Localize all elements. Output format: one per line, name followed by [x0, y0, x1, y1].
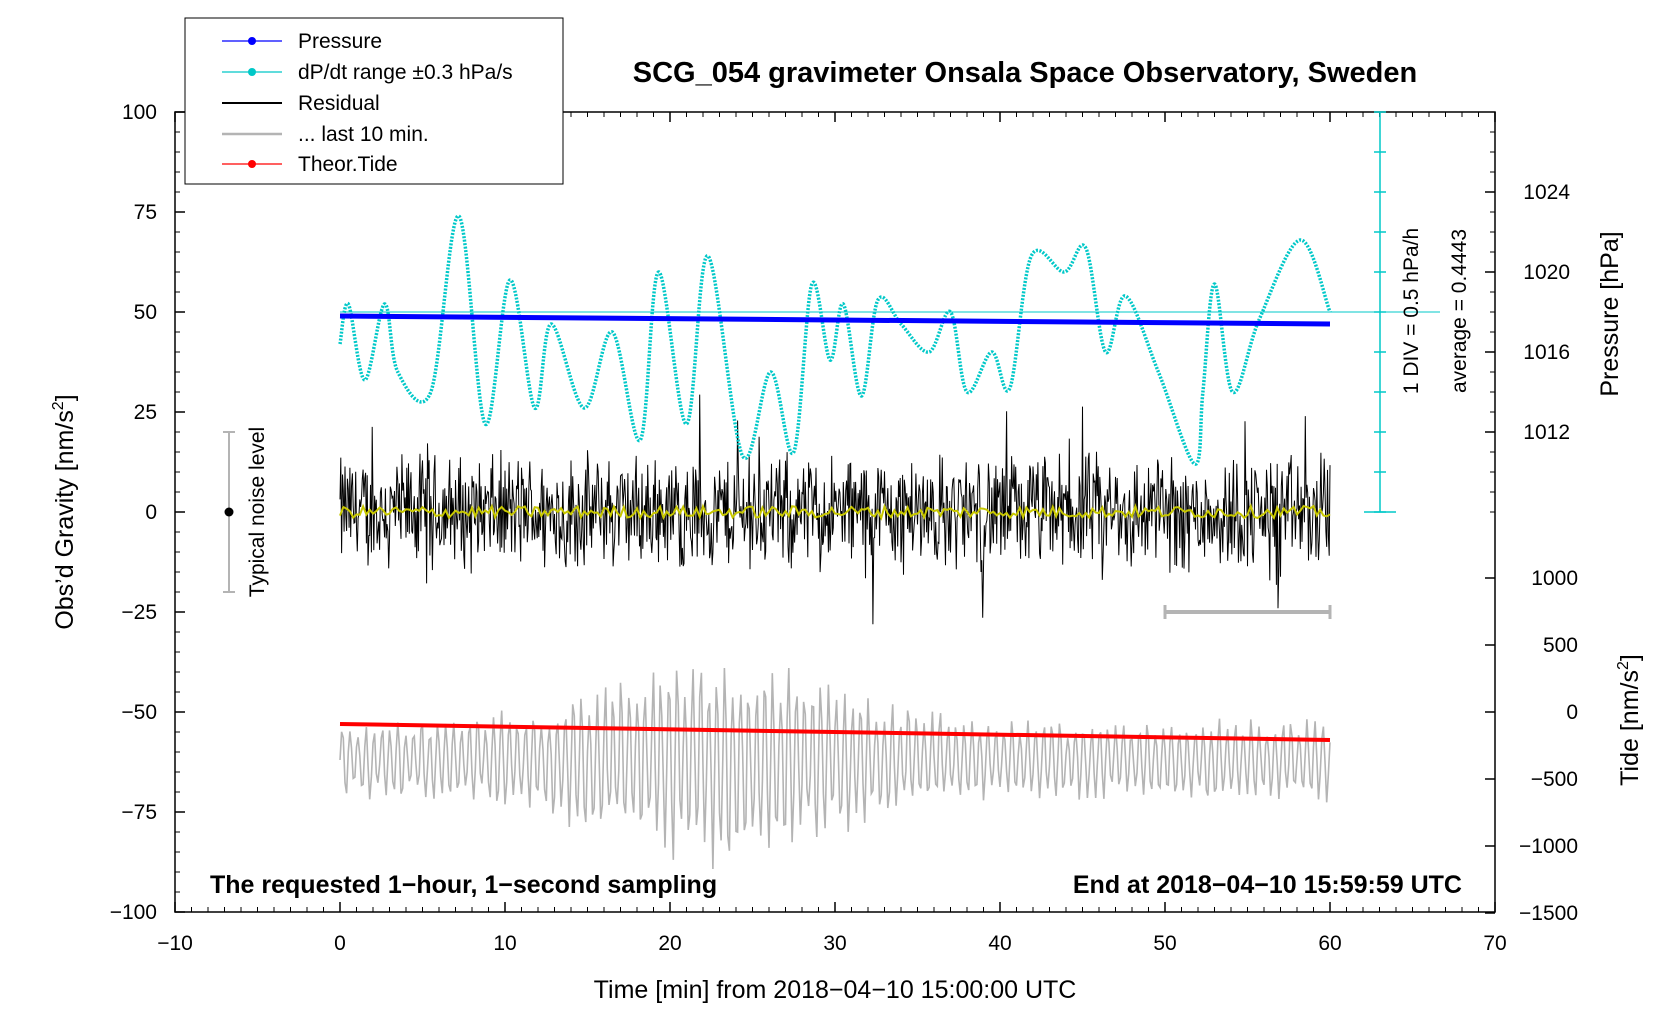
x-tick-label: 60: [1318, 932, 1341, 955]
tide-line: [339, 722, 1331, 742]
tide-axis-title: Tide [nm/s2]: [1615, 654, 1644, 786]
y-tick-label: 100: [122, 101, 157, 124]
y-tick-label: −75: [121, 801, 157, 824]
ticks-layer: −10 0 10 20 30 40 50 60 701007550250−25−50−75−10…: [110, 101, 1578, 955]
legend-marker-tide: [248, 160, 256, 168]
pressure-line: [339, 313, 1331, 327]
x-tick-label: 20: [658, 932, 681, 955]
residual-mean-line: [339, 502, 1331, 521]
tide-tick-label: −500: [1531, 768, 1578, 791]
y-tick-label: −100: [110, 901, 157, 924]
legend-label-pressure: Pressure: [298, 30, 382, 53]
x-axis-title: Time [min] from 2018−04−10 15:00:00 UTC: [594, 976, 1077, 1004]
pressure-tick-label: 1020: [1523, 261, 1570, 284]
legend: Pressure dP/dt range ±0.3 hPa/s Residual…: [184, 17, 564, 185]
tide-tick-label: 0: [1566, 701, 1578, 724]
legend-label-dpdt: dP/dt range ±0.3 hPa/s: [298, 61, 513, 84]
legend-label-tide: Theor.Tide: [298, 153, 398, 176]
x-tick-label: 70: [1483, 932, 1506, 955]
div-label: 1 DIV = 0.5 hPa/h: [1400, 228, 1423, 394]
pressure-tick-label: 1012: [1523, 421, 1570, 444]
y-tick-label: −25: [121, 601, 157, 624]
dpdt-line: [338, 214, 1332, 466]
noise-center-dot: [224, 507, 234, 517]
x-tick-label: −10: [157, 932, 193, 955]
y-tick-label: 75: [134, 201, 157, 224]
x-tick-label: 30: [823, 932, 846, 955]
legend-label-last10: ... last 10 min.: [298, 123, 429, 146]
last10-line: [339, 667, 1331, 870]
right-note: End at 2018−04−10 15:59:59 UTC: [1073, 871, 1462, 899]
tide-tick-label: −1500: [1519, 902, 1578, 925]
y-tick-label: −50: [121, 701, 157, 724]
legend-box: [184, 17, 564, 185]
legend-marker-pressure: [248, 37, 256, 45]
pressure-tick-label: 1016: [1523, 341, 1570, 364]
tide-tick-label: 500: [1543, 634, 1578, 657]
left-note: The requested 1−hour, 1−second sampling: [210, 871, 717, 899]
average-label: average = 0.4443: [1448, 229, 1471, 393]
y-tick-label: 25: [134, 401, 157, 424]
legend-label-residual: Residual: [298, 92, 380, 115]
pressure-axis-title: Pressure [hPa]: [1596, 231, 1624, 396]
tide-tick-label: 1000: [1531, 567, 1578, 590]
noise-label: Typical noise level: [246, 427, 269, 597]
x-tick-label: 40: [988, 932, 1011, 955]
series-layer: [338, 214, 1440, 870]
y-axis-title: Obs’d Gravity [nm/s2]: [50, 394, 79, 629]
legend-marker-dpdt: [248, 68, 256, 76]
pressure-tick-label: 1024: [1523, 181, 1570, 204]
x-tick-label: 0: [334, 932, 346, 955]
annotation-layer: [223, 111, 1396, 619]
y-tick-label: 0: [145, 501, 157, 524]
x-tick-label: 10: [493, 932, 516, 955]
y-tick-label: 50: [134, 301, 157, 324]
tide-tick-label: −1000: [1519, 835, 1578, 858]
chart-title: SCG_054 gravimeter Onsala Space Observat…: [633, 57, 1417, 89]
x-tick-label: 50: [1153, 932, 1176, 955]
